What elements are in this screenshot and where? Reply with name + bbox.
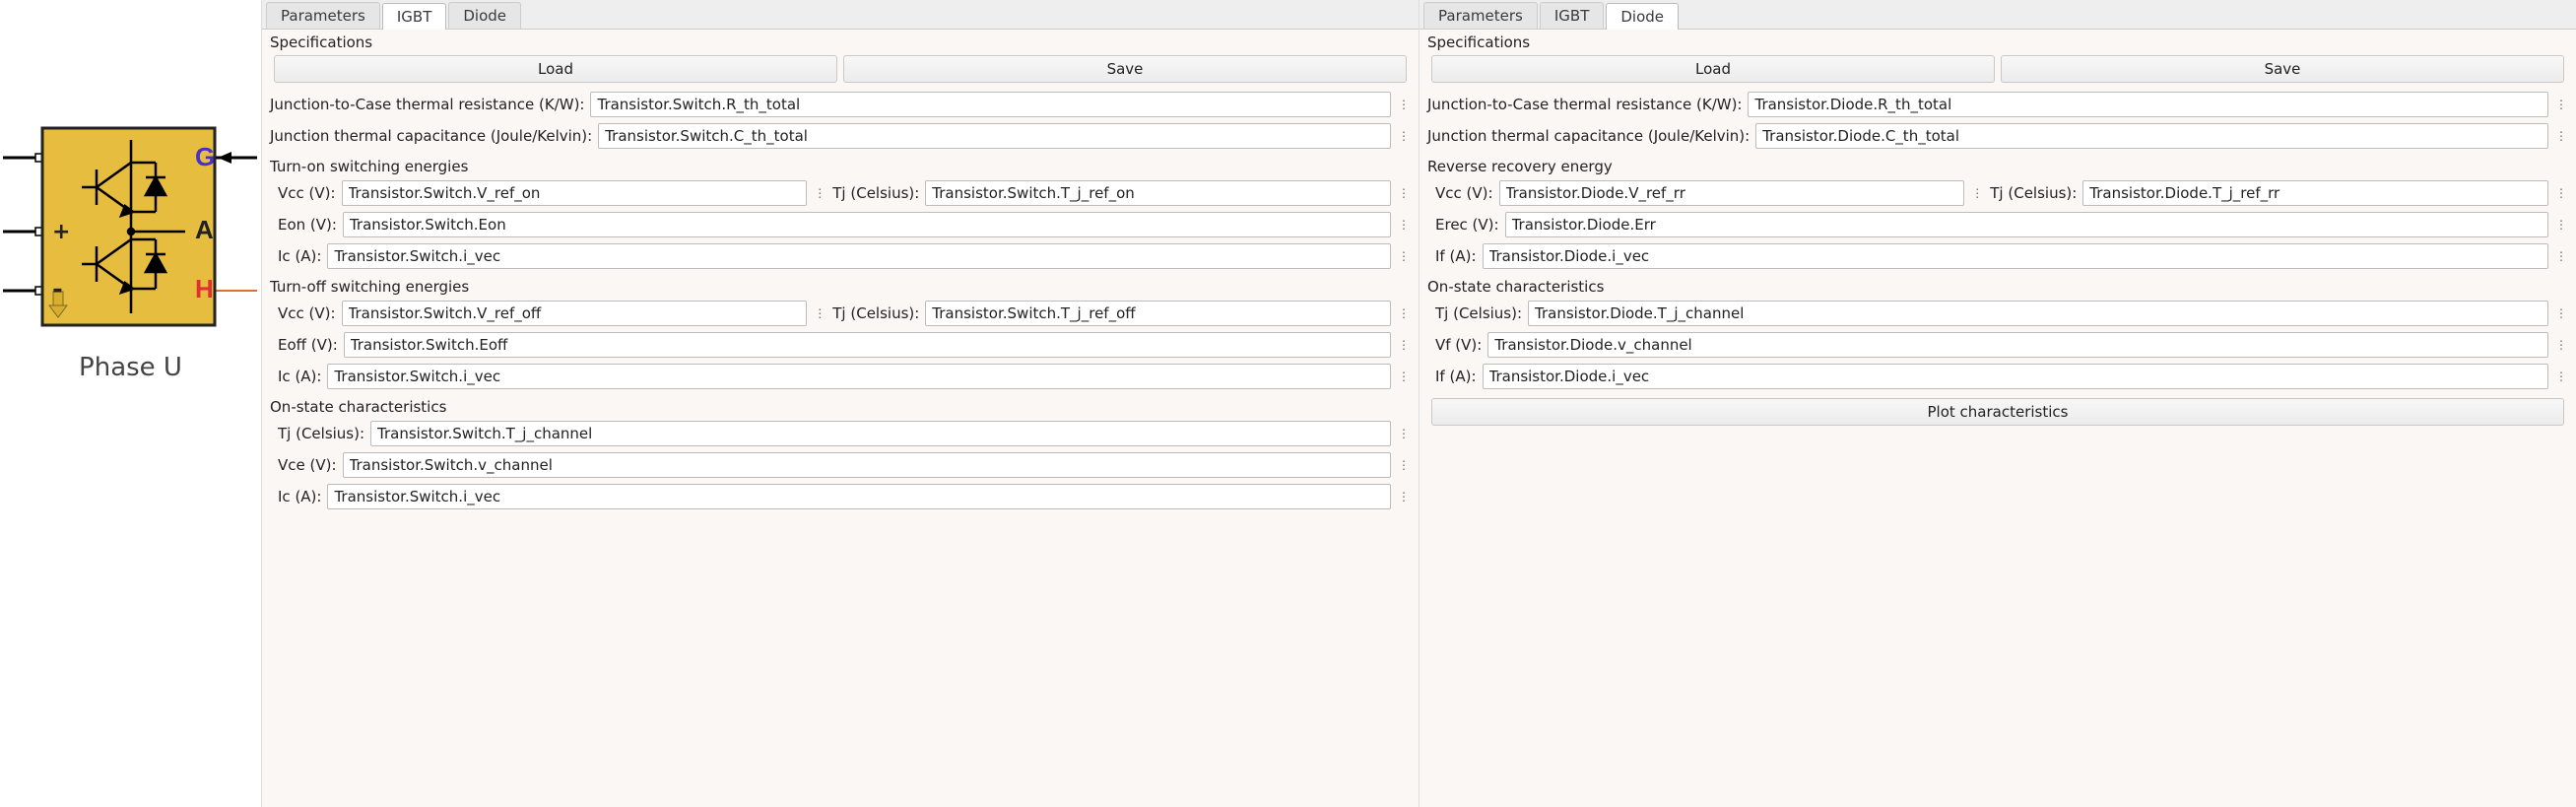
diode-st-if-input[interactable] [1483,364,2549,389]
igbt-st-tj-input[interactable] [370,421,1391,446]
tab-parameters[interactable]: Parameters [266,2,380,29]
tab-diode[interactable]: Diode [1606,3,1679,30]
tab-diode[interactable]: Diode [448,2,521,29]
igbt-on-vcc-input[interactable] [342,180,808,206]
igbt-cth-label: Junction thermal capacitance (Joule/Kelv… [270,127,592,145]
diode-rr-erec-label: Erec (V): [1435,216,1499,234]
diode-st-title: On-state characteristics [1425,272,2570,298]
menu-icon[interactable]: ⋮ [1970,187,1984,199]
igbt-on-vcc-label: Vcc (V): [278,184,336,202]
phase-u-icon: G A H + - [3,118,259,345]
menu-icon[interactable]: ⋮ [1397,187,1411,199]
diode-st-tj-input[interactable] [1528,301,2548,326]
diode-st-if-label: If (A): [1435,368,1477,385]
diode-panel-body: Specifications Load Save Junction-to-Cas… [1420,29,2576,807]
igbt-st-ic-label: Ic (A): [278,488,321,505]
diode-rr-if-label: If (A): [1435,247,1477,265]
diode-rr-erec-input[interactable] [1505,212,2548,237]
menu-icon[interactable]: ⋮ [2554,339,2568,351]
igbt-st-ic-input[interactable] [327,484,1391,509]
svg-text:+: + [52,220,70,244]
menu-icon[interactable]: ⋮ [2554,307,2568,319]
diode-rr-tj-label: Tj (Celsius): [1990,184,2077,202]
igbt-off-ic-label: Ic (A): [278,368,321,385]
diode-st-vf-input[interactable] [1487,332,2548,358]
igbt-save-button[interactable]: Save [843,55,1407,83]
igbt-on-ic-input[interactable] [327,243,1391,269]
diode-tabbar: Parameters IGBT Diode [1420,0,2576,29]
menu-icon[interactable]: ⋮ [2554,187,2568,199]
igbt-off-title: Turn-off switching energies [268,272,1413,298]
root: G A H + - [0,0,2576,807]
menu-icon[interactable]: ⋮ [813,187,826,199]
diode-rth-input[interactable] [1748,92,2548,117]
menu-icon[interactable]: ⋮ [2554,99,2568,110]
svg-text:-: - [52,275,63,304]
igbt-on-eon-label: Eon (V): [278,216,337,234]
tab-parameters[interactable]: Parameters [1423,2,1538,29]
diode-rr-vcc-label: Vcc (V): [1435,184,1493,202]
port-h-label: H [195,274,214,303]
menu-icon[interactable]: ⋮ [1397,339,1411,351]
igbt-st-vce-label: Vce (V): [278,456,337,474]
igbt-off-vcc-label: Vcc (V): [278,304,336,322]
diode-cth-input[interactable] [1755,123,2548,149]
diode-rr-title: Reverse recovery energy [1425,152,2570,177]
diode-rr-vcc-input[interactable] [1499,180,1965,206]
menu-icon[interactable]: ⋮ [1397,307,1411,319]
igbt-tabbar: Parameters IGBT Diode [262,0,1419,29]
igbt-cth-input[interactable] [598,123,1391,149]
igbt-off-ic-input[interactable] [327,364,1391,389]
menu-icon[interactable]: ⋮ [1397,459,1411,471]
menu-icon[interactable]: ⋮ [1397,99,1411,110]
igbt-load-button[interactable]: Load [274,55,837,83]
igbt-st-vce-input[interactable] [343,452,1391,478]
menu-icon[interactable]: ⋮ [2554,219,2568,231]
igbt-off-vcc-input[interactable] [342,301,808,326]
igbt-on-tj-label: Tj (Celsius): [832,184,919,202]
igbt-on-ic-label: Ic (A): [278,247,321,265]
menu-icon[interactable]: ⋮ [1397,491,1411,503]
menu-icon[interactable]: ⋮ [2554,250,2568,262]
diode-spec-title: Specifications [1425,30,2570,53]
igbt-off-tj-label: Tj (Celsius): [832,304,919,322]
igbt-off-eoff-input[interactable] [344,332,1391,358]
igbt-st-tj-label: Tj (Celsius): [278,425,364,442]
diode-st-vf-label: Vf (V): [1435,336,1482,354]
igbt-rth-label: Junction-to-Case thermal resistance (K/W… [270,96,584,113]
menu-icon[interactable]: ⋮ [1397,250,1411,262]
menu-icon[interactable]: ⋮ [2554,130,2568,142]
diode-rth-label: Junction-to-Case thermal resistance (K/W… [1427,96,1742,113]
menu-icon[interactable]: ⋮ [1397,428,1411,439]
plot-characteristics-button[interactable]: Plot characteristics [1431,398,2564,426]
igbt-st-title: On-state characteristics [268,392,1413,418]
menu-icon[interactable]: ⋮ [2554,370,2568,382]
port-g-label: G [195,142,215,171]
igbt-rth-input[interactable] [590,92,1391,117]
diode-rr-if-input[interactable] [1483,243,2549,269]
port-a-label: A [195,215,214,244]
igbt-panel-body: Specifications Load Save Junction-to-Cas… [262,29,1419,807]
diode-st-tj-label: Tj (Celsius): [1435,304,1522,322]
menu-icon[interactable]: ⋮ [1397,370,1411,382]
diode-rr-tj-input[interactable] [2082,180,2548,206]
phase-label: Phase U [79,353,182,382]
diode-load-button[interactable]: Load [1431,55,1995,83]
menu-icon[interactable]: ⋮ [1397,130,1411,142]
igbt-on-title: Turn-on switching energies [268,152,1413,177]
igbt-spec-title: Specifications [268,30,1413,53]
diode-panel: Parameters IGBT Diode Specifications Loa… [1419,0,2576,807]
menu-icon[interactable]: ⋮ [813,307,826,319]
tab-igbt[interactable]: IGBT [382,3,447,30]
igbt-panel: Parameters IGBT Diode Specifications Loa… [261,0,1419,807]
igbt-off-tj-input[interactable] [925,301,1391,326]
igbt-on-eon-input[interactable] [343,212,1391,237]
tab-igbt[interactable]: IGBT [1540,2,1605,29]
diode-save-button[interactable]: Save [2001,55,2564,83]
diode-cth-label: Junction thermal capacitance (Joule/Kelv… [1427,127,1750,145]
igbt-off-eoff-label: Eoff (V): [278,336,338,354]
schematic-column: G A H + - [0,0,261,807]
igbt-on-tj-input[interactable] [925,180,1391,206]
menu-icon[interactable]: ⋮ [1397,219,1411,231]
